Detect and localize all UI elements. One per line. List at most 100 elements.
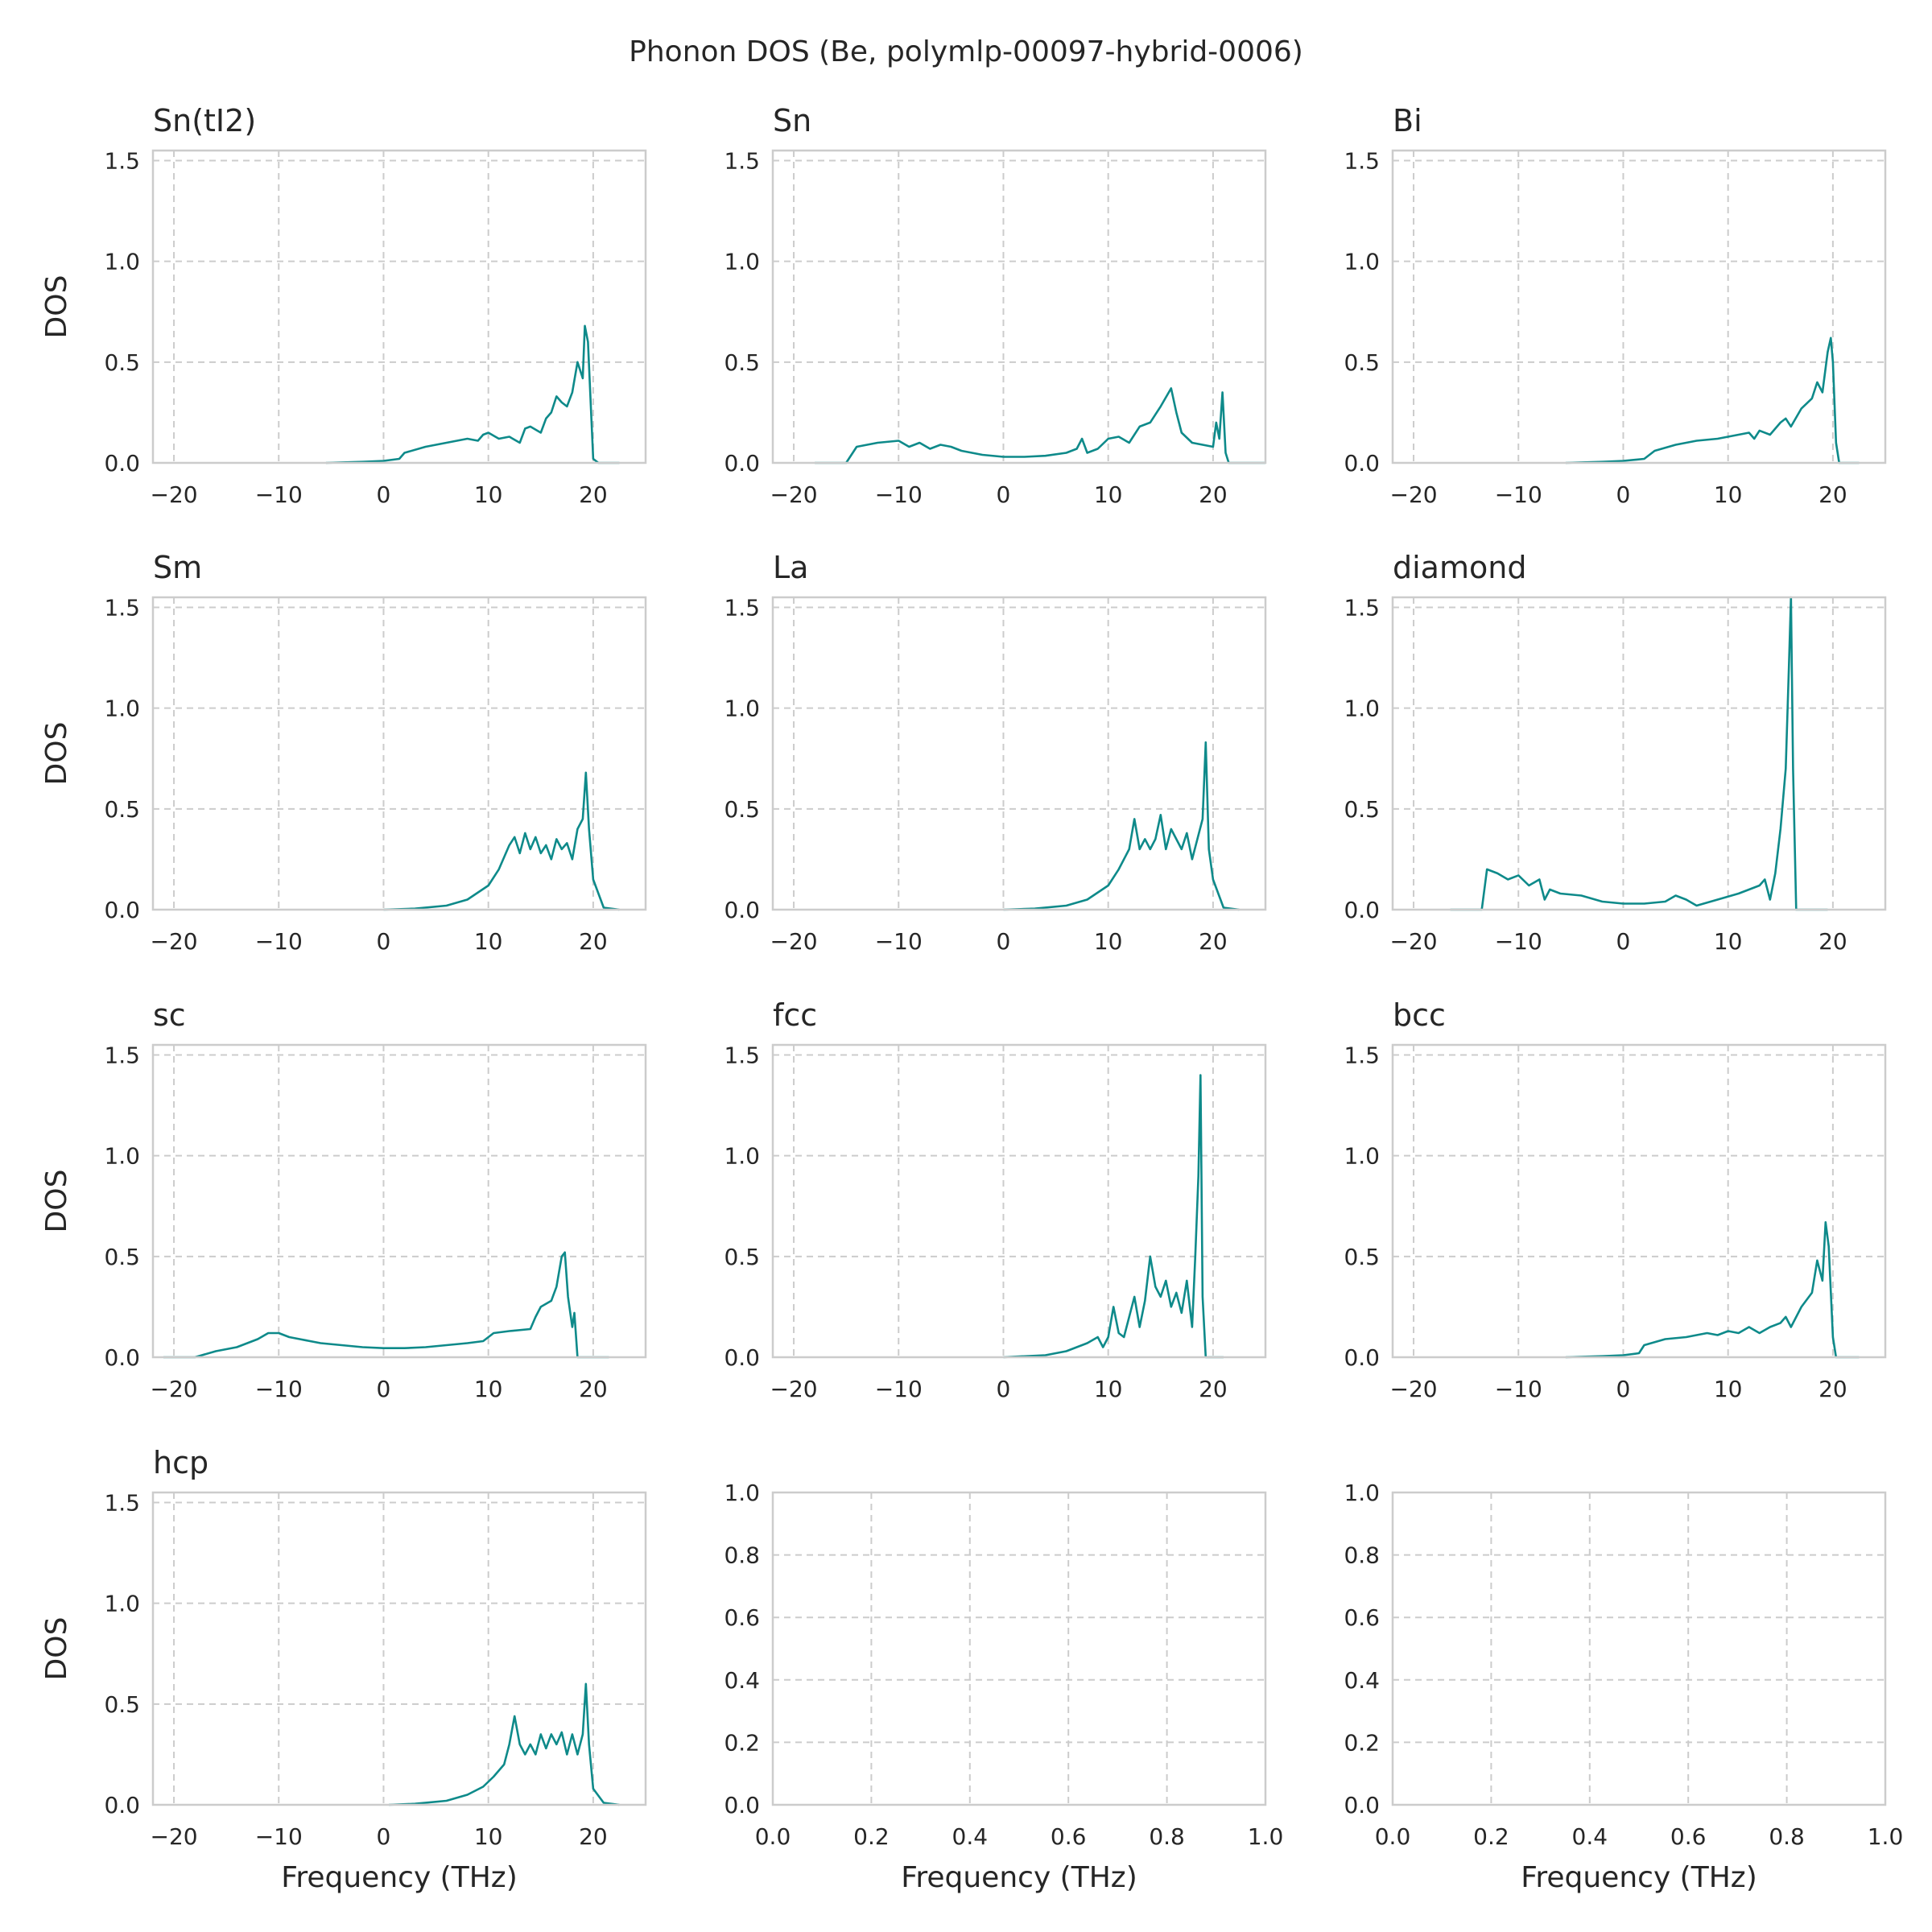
y-tick-label: 1.0 [724,1480,760,1506]
plot-frame [151,1491,647,1806]
plot-frame [771,1043,1267,1359]
y-tick-label: 0.5 [1344,349,1380,376]
x-tick-label: 0 [1616,481,1631,508]
plot-frame [1391,1043,1887,1359]
subplot-10: 0.0 0.2 0.4 0.6 0.8 1.0 0.0 0.2 0.4 0.6 0.8 1.0 Freq… [724,1480,1283,1894]
panel-title: hcp [153,1445,208,1480]
y-tick-label: 0.0 [104,1344,140,1371]
y-tick-label: 1.0 [1344,1480,1380,1506]
y-axis-label: DOS [40,1170,73,1233]
plot-frame [771,149,1267,464]
y-tick-label: 0.5 [104,349,140,376]
panel-title: diamond [1393,550,1526,585]
dos-line [1565,1221,1860,1359]
x-tick-label: −20 [770,481,817,508]
x-tick-label: −10 [1495,928,1542,955]
dos-line [1565,336,1860,464]
y-axis-label: DOS [40,722,73,786]
y-tick-label: 1.0 [104,696,140,722]
y-tick-label: 0.0 [1344,1344,1380,1371]
panel-title: Sn [773,103,811,138]
y-tick-label: 1.5 [724,148,760,175]
x-tick-label: 0.2 [853,1823,890,1850]
y-tick-label: 0.0 [1344,1792,1380,1818]
x-axis-label: Frequency (THz) [901,1861,1137,1894]
x-tick-label: 1.0 [1248,1823,1284,1850]
x-tick-label: 20 [1818,1376,1847,1402]
plot-frame [151,1043,647,1359]
x-tick-label: 10 [1714,1376,1743,1402]
x-tick-label: 0 [377,481,391,508]
y-tick-label: 0.6 [1344,1604,1380,1631]
panel-title: sc [153,997,186,1033]
x-tick-label: 0 [377,928,391,955]
x-tick-label: 20 [579,1823,608,1850]
y-tick-label: 1.0 [104,1591,140,1617]
subplot-7: −20 −10 0 10 20 0.0 0.5 1.0 1.5 fcc [724,997,1267,1402]
y-tick-label: 0.0 [724,1344,760,1371]
subplot-2: −20 −10 0 10 20 0.0 0.5 1.0 1.5 Bi [1344,103,1887,508]
subplot-4: −20 −10 0 10 20 0.0 0.5 1.0 1.5 La [724,550,1267,955]
panel-title: fcc [773,997,817,1033]
plot-frame [151,596,647,911]
y-tick-label: 0.2 [1344,1729,1380,1756]
y-axis-label: DOS [40,1617,73,1681]
x-tick-label: 20 [1818,928,1847,955]
x-tick-label: −20 [1389,481,1437,508]
subplot-9: −20 −10 0 10 20 0.0 0.5 1.0 1.5 hcp DOS Frequency (… [40,1445,647,1894]
x-tick-label: 10 [1094,481,1123,508]
subplot-8: −20 −10 0 10 20 0.0 0.5 1.0 1.5 bcc [1344,997,1887,1402]
x-tick-label: 0 [997,481,1011,508]
x-tick-label: 0 [377,1823,391,1850]
y-tick-label: 1.0 [724,1143,760,1170]
x-tick-label: −10 [255,928,303,955]
plot-frame [771,596,1267,911]
x-tick-label: 10 [474,481,503,508]
y-tick-label: 0.0 [724,897,760,923]
x-tick-label: −10 [255,1823,303,1850]
dos-line [1450,596,1828,911]
x-tick-label: 0 [1616,1376,1631,1402]
y-tick-label: 1.0 [104,1143,140,1170]
x-tick-label: 0.8 [1149,1823,1185,1850]
plot-frame [151,149,647,464]
dos-line [1003,1074,1224,1359]
x-tick-label: 0.6 [1670,1823,1707,1850]
y-tick-label: 1.5 [724,595,760,621]
x-tick-label: −10 [875,928,923,955]
subplot-0: −20 −10 0 10 20 0.0 0.5 1.0 1.5 Sn(tI2) DOS [40,103,647,508]
dos-line [815,387,1265,464]
panel-title: Bi [1393,103,1422,138]
x-tick-label: 20 [579,1376,608,1402]
x-tick-label: 20 [1199,481,1228,508]
y-tick-label: 0.0 [104,1792,140,1818]
y-tick-label: 0.5 [1344,796,1380,823]
x-tick-label: 10 [474,928,503,955]
y-tick-label: 0.5 [724,796,760,823]
x-tick-label: −20 [150,1823,197,1850]
x-tick-label: 0.0 [755,1823,791,1850]
y-tick-label: 0.0 [724,450,760,477]
x-tick-label: 20 [1199,928,1228,955]
x-tick-label: 20 [1818,481,1847,508]
x-tick-label: 0 [1616,928,1631,955]
subplot-3: −20 −10 0 10 20 0.0 0.5 1.0 1.5 Sm DOS [40,550,647,955]
y-tick-label: 0.5 [104,1691,140,1718]
y-tick-label: 0.5 [724,349,760,376]
x-tick-label: −20 [770,1376,817,1402]
y-tick-label: 1.0 [1344,249,1380,275]
y-axis-label: DOS [40,275,73,339]
y-tick-label: 1.0 [104,249,140,275]
x-tick-label: −20 [150,928,197,955]
x-tick-label: 10 [1714,481,1743,508]
plot-frame [1391,149,1887,464]
figure-title: Phonon DOS (Be, polymlp-00097-hybrid-000… [629,35,1303,68]
subplot-6: −20 −10 0 10 20 0.0 0.5 1.0 1.5 sc DOS [40,997,647,1402]
x-tick-label: −20 [1389,928,1437,955]
y-tick-label: 1.0 [724,249,760,275]
dos-line [383,771,620,911]
subplot-grid: −20 −10 0 10 20 0.0 0.5 1.0 1.5 Sn(tI2) DOS −20 −10 0… [40,103,1903,1894]
y-tick-label: 0.0 [1344,450,1380,477]
x-tick-label: 0.6 [1051,1823,1087,1850]
x-tick-label: 10 [474,1823,503,1850]
